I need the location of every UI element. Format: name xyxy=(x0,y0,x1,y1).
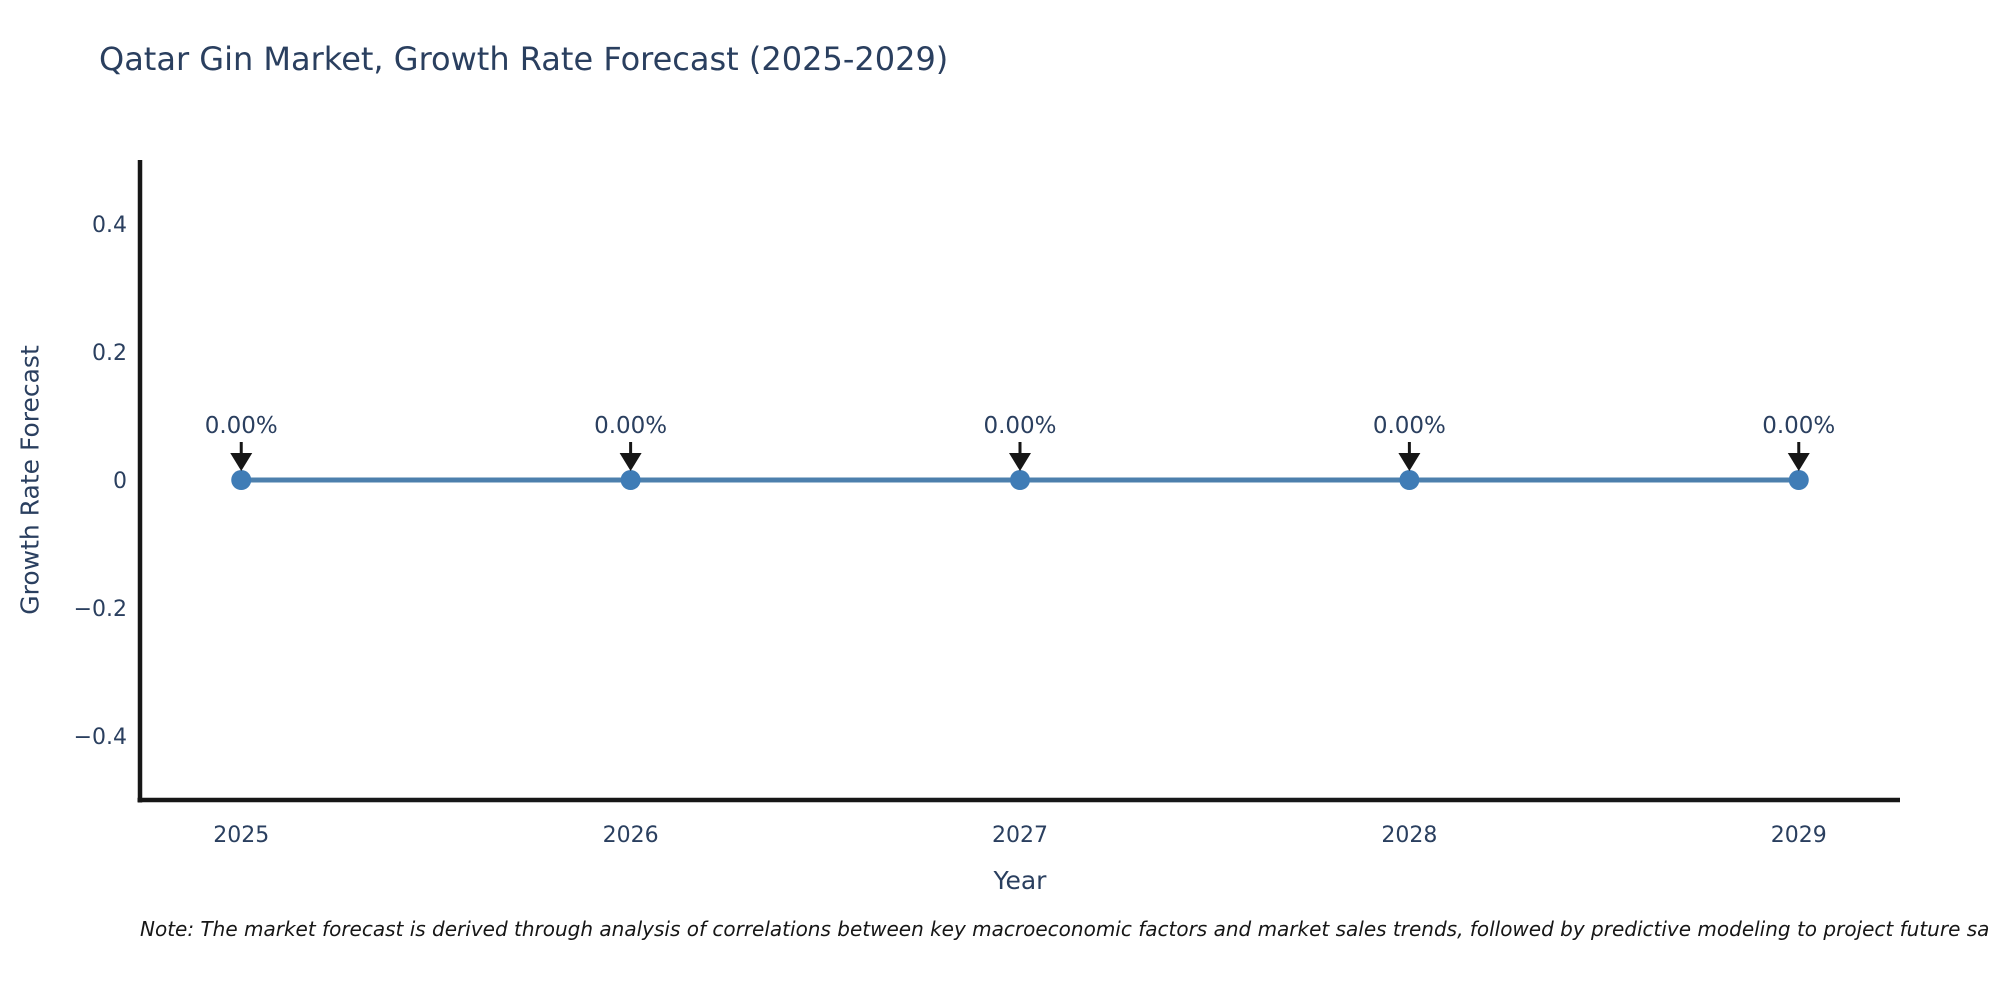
annotation-label: 0.00% xyxy=(1373,413,1446,439)
annotation-arrow-head xyxy=(1787,453,1810,471)
annotation-arrow-head xyxy=(1009,453,1031,471)
x-tick-label: 2027 xyxy=(992,823,1048,848)
data-point-marker xyxy=(620,470,641,490)
y-tick-label: −0.2 xyxy=(74,597,127,622)
y-tick-label: −0.4 xyxy=(74,725,127,750)
annotation-arrow-head xyxy=(1398,453,1421,471)
y-tick-label: 0.4 xyxy=(92,213,127,238)
annotation-label: 0.00% xyxy=(594,413,667,439)
annotation-label: 0.00% xyxy=(205,413,278,439)
chart-title: Qatar Gin Market, Growth Rate Forecast (… xyxy=(99,40,949,78)
y-tick-label: 0.2 xyxy=(92,341,127,366)
footnote: Note: The market forecast is derived thr… xyxy=(140,917,1990,941)
data-point-marker xyxy=(231,470,252,490)
x-axis-title: Year xyxy=(993,866,1047,895)
annotation-arrow-head xyxy=(230,453,253,471)
y-tick-label: 0 xyxy=(113,469,127,494)
x-tick-label: 2026 xyxy=(603,823,659,848)
annotation-arrow-head xyxy=(619,453,642,471)
x-tick-label: 2028 xyxy=(1381,823,1437,848)
annotation-label: 0.00% xyxy=(1762,413,1835,439)
data-point-marker xyxy=(1399,470,1420,490)
data-point-marker xyxy=(1010,470,1030,490)
data-point-marker xyxy=(1788,470,1809,490)
x-tick-label: 2025 xyxy=(213,823,269,848)
x-tick-label: 2029 xyxy=(1771,823,1827,848)
annotation-label: 0.00% xyxy=(983,413,1056,439)
